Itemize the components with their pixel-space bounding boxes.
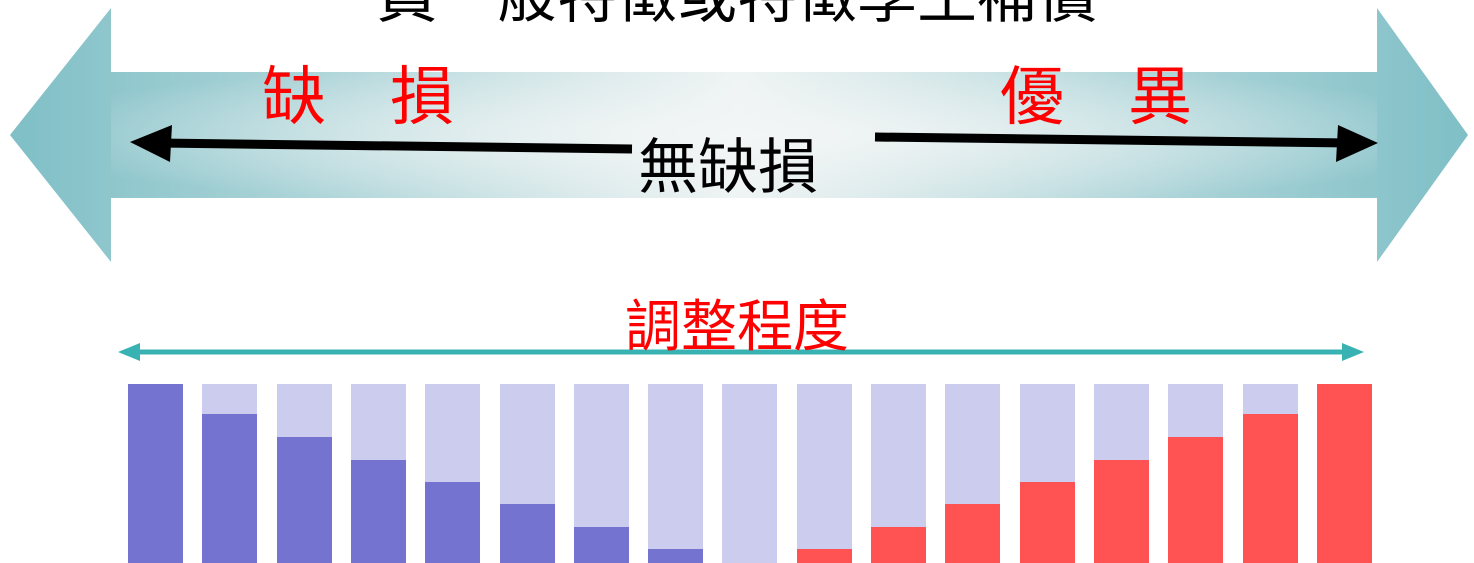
bar-7 [573, 384, 629, 563]
bar-14 [1093, 384, 1149, 563]
bar-fill-excel [871, 527, 926, 563]
bar-fill-deficit [276, 437, 332, 563]
big-arrow-glow [111, 72, 1377, 198]
bar-fill-excel [1168, 437, 1224, 563]
bar-16 [1242, 384, 1298, 563]
bar-fill-excel [945, 504, 1001, 563]
bar-fill-deficit [128, 384, 183, 563]
bar-11 [871, 384, 926, 563]
bar-3 [276, 384, 332, 563]
no-deficit-label: 無缺損 [638, 133, 818, 203]
bar-6 [499, 384, 555, 563]
bar-1 [128, 384, 183, 563]
bar-2 [202, 384, 258, 563]
black-double-arrow [130, 125, 1378, 162]
bar-10 [796, 384, 852, 563]
bar-fill-deficit [350, 460, 406, 563]
bar-8 [648, 384, 704, 563]
bar-fill-deficit [499, 504, 555, 563]
deficit-label: 缺 損 [262, 61, 454, 135]
excellence-label: 優 異 [1000, 61, 1192, 135]
bar-12 [945, 384, 1001, 563]
bar-fill-excel [796, 549, 852, 563]
bar-15 [1168, 384, 1224, 563]
adjustment-degree-label: 調整程度 [625, 297, 849, 359]
bar-fill-deficit [573, 527, 629, 563]
bar-13 [1019, 384, 1075, 563]
bar-5 [425, 384, 481, 563]
bar-fill-deficit [425, 482, 481, 563]
bar-fill-excel [1019, 482, 1075, 563]
bar-fill-excel [1316, 384, 1372, 563]
bar-fill-deficit [648, 549, 704, 563]
page-title: 員一般特徵或特徵學生補償 [0, 0, 1474, 35]
bar-4 [350, 384, 406, 563]
teal-double-arrow [118, 343, 1364, 361]
bar-fill-deficit [202, 414, 258, 563]
bar-fill-excel [1242, 414, 1298, 563]
bar-9 [722, 384, 778, 563]
bar-fill-excel [1093, 460, 1149, 563]
bar-17 [1316, 384, 1372, 563]
